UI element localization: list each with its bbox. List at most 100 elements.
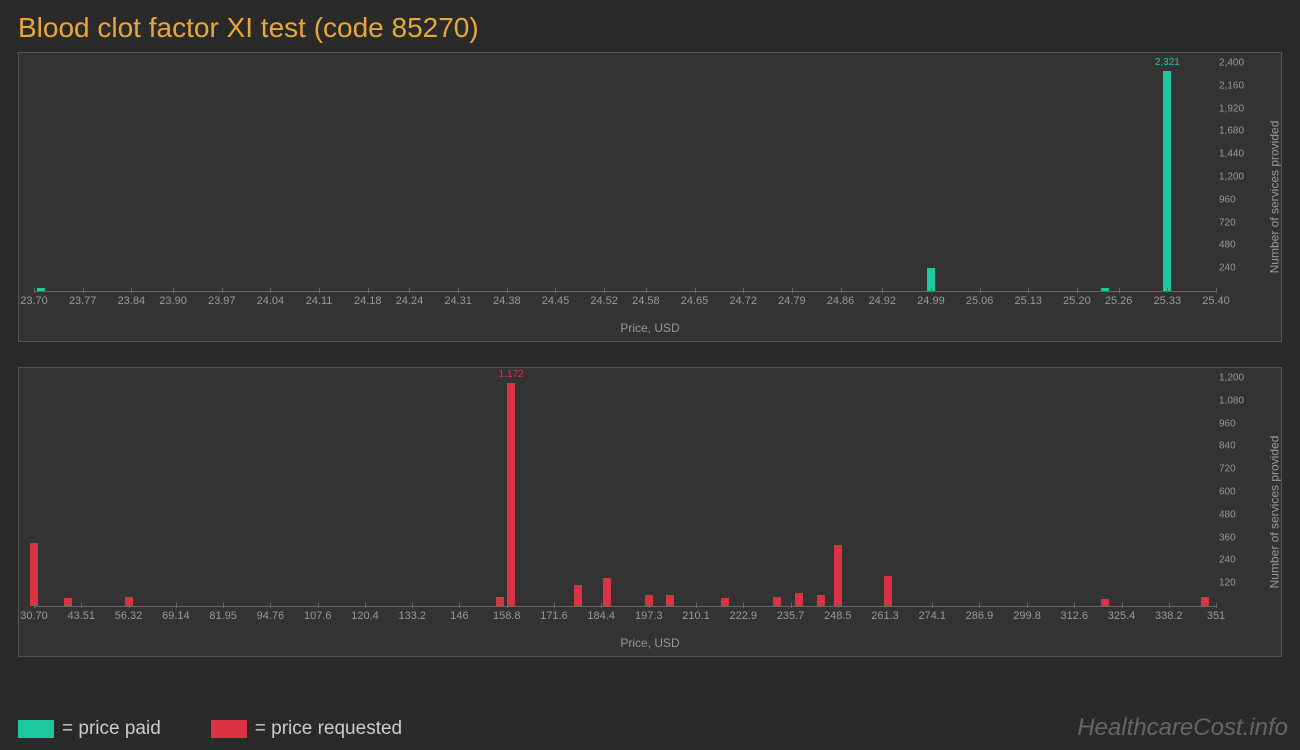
x-tick-label: 23.97 bbox=[208, 295, 236, 307]
y-tick-label: 720 bbox=[1219, 464, 1236, 475]
x-tick-label: 210.1 bbox=[682, 610, 710, 622]
bar bbox=[773, 597, 781, 607]
y-tick-label: 2,160 bbox=[1219, 80, 1244, 91]
legend-swatch bbox=[211, 720, 247, 738]
y-tick-label: 840 bbox=[1219, 441, 1236, 452]
x-tick-label: 43.51 bbox=[68, 610, 96, 622]
x-tick-label: 25.26 bbox=[1105, 295, 1133, 307]
bar bbox=[666, 595, 674, 606]
x-axis-1: 23.7023.7723.8423.9023.9724.0424.1124.18… bbox=[34, 293, 1216, 313]
x-tick-label: 23.77 bbox=[69, 295, 97, 307]
chart-price-requested: 1,172 30.7043.5156.3269.1481.9594.76107.… bbox=[18, 367, 1282, 657]
x-tick-label: 325.4 bbox=[1108, 610, 1136, 622]
x-tick-label: 184.4 bbox=[587, 610, 615, 622]
y-tick-label: 360 bbox=[1219, 532, 1236, 543]
x-tick-label: 30.70 bbox=[20, 610, 48, 622]
bar-value-label: 2,321 bbox=[1155, 57, 1180, 68]
x-tick-label: 25.06 bbox=[966, 295, 994, 307]
y-tick-label: 480 bbox=[1219, 240, 1236, 251]
x-tick-label: 24.45 bbox=[542, 295, 570, 307]
x-tick-label: 24.72 bbox=[729, 295, 757, 307]
x-tick-label: 24.86 bbox=[827, 295, 855, 307]
y-tick-label: 1,920 bbox=[1219, 103, 1244, 114]
legend-label: = price paid bbox=[62, 718, 161, 740]
bar bbox=[834, 545, 842, 606]
y-tick-label: 480 bbox=[1219, 509, 1236, 520]
bar bbox=[721, 598, 729, 606]
bar bbox=[496, 597, 504, 607]
x-tick-label: 274.1 bbox=[918, 610, 946, 622]
x-tick-label: 24.18 bbox=[354, 295, 382, 307]
x-tick-label: 24.31 bbox=[444, 295, 472, 307]
x-tick-label: 24.92 bbox=[868, 295, 896, 307]
bar bbox=[1101, 288, 1109, 291]
plot-area-2: 1,172 bbox=[34, 378, 1216, 606]
bar bbox=[37, 288, 45, 291]
y-axis-1: 2404807209601,2001,4401,6801,9202,1602,4… bbox=[1216, 63, 1251, 291]
x-tick-label: 25.20 bbox=[1063, 295, 1091, 307]
x-tick-label: 133.2 bbox=[398, 610, 426, 622]
y-axis-label-2: Number of services provided bbox=[1268, 512, 1282, 665]
legend-item: = price requested bbox=[211, 718, 402, 740]
y-axis-2: 1202403604806007208409601,0801,200 bbox=[1216, 378, 1251, 606]
x-tick-label: 158.8 bbox=[493, 610, 521, 622]
x-tick-label: 261.3 bbox=[871, 610, 899, 622]
x-tick-label: 248.5 bbox=[824, 610, 852, 622]
x-tick-label: 299.8 bbox=[1013, 610, 1041, 622]
bar bbox=[795, 593, 803, 606]
legend-item: = price paid bbox=[18, 718, 161, 740]
x-tick-label: 197.3 bbox=[635, 610, 663, 622]
x-tick-label: 24.04 bbox=[257, 295, 285, 307]
x-tick-label: 94.76 bbox=[257, 610, 285, 622]
x-axis-label-2: Price, USD bbox=[620, 636, 679, 650]
x-tick-label: 171.6 bbox=[540, 610, 568, 622]
bar bbox=[64, 598, 72, 606]
x-tick-label: 286.9 bbox=[966, 610, 994, 622]
x-tick-label: 81.95 bbox=[209, 610, 237, 622]
x-tick-label: 146 bbox=[450, 610, 468, 622]
watermark: HealthcareCost.info bbox=[1077, 714, 1288, 742]
bar-value-label: 1,172 bbox=[499, 369, 524, 380]
bar bbox=[817, 595, 825, 606]
x-tick-label: 25.40 bbox=[1202, 295, 1230, 307]
y-tick-label: 1,200 bbox=[1219, 373, 1244, 384]
x-axis-label-1: Price, USD bbox=[620, 321, 679, 335]
y-tick-label: 720 bbox=[1219, 217, 1236, 228]
y-tick-label: 2,400 bbox=[1219, 58, 1244, 69]
x-tick-label: 56.32 bbox=[115, 610, 143, 622]
x-tick-label: 24.24 bbox=[396, 295, 424, 307]
bar bbox=[884, 576, 892, 606]
y-tick-label: 240 bbox=[1219, 555, 1236, 566]
bar bbox=[1163, 71, 1171, 291]
bar bbox=[603, 578, 611, 607]
y-tick-label: 1,440 bbox=[1219, 149, 1244, 160]
y-tick-label: 1,680 bbox=[1219, 126, 1244, 137]
legend-label: = price requested bbox=[255, 718, 402, 740]
bar bbox=[574, 585, 582, 606]
x-tick-label: 222.9 bbox=[730, 610, 758, 622]
x-tick-label: 24.65 bbox=[681, 295, 709, 307]
x-tick-label: 235.7 bbox=[777, 610, 805, 622]
x-tick-label: 24.99 bbox=[917, 295, 945, 307]
x-tick-label: 24.79 bbox=[778, 295, 806, 307]
x-tick-label: 338.2 bbox=[1155, 610, 1183, 622]
x-tick-label: 351 bbox=[1207, 610, 1225, 622]
y-tick-label: 960 bbox=[1219, 418, 1236, 429]
x-tick-label: 24.38 bbox=[493, 295, 521, 307]
y-tick-label: 120 bbox=[1219, 578, 1236, 589]
x-tick-label: 23.84 bbox=[118, 295, 146, 307]
legend-swatch bbox=[18, 720, 54, 738]
plot-area-1: 2,321 bbox=[34, 63, 1216, 291]
bar bbox=[507, 383, 515, 606]
x-tick-label: 25.13 bbox=[1015, 295, 1043, 307]
x-axis-2: 30.7043.5156.3269.1481.9594.76107.6120.4… bbox=[34, 608, 1216, 628]
y-tick-label: 600 bbox=[1219, 487, 1236, 498]
x-tick-label: 312.6 bbox=[1061, 610, 1089, 622]
x-tick-label: 69.14 bbox=[162, 610, 190, 622]
x-tick-label: 23.70 bbox=[20, 295, 48, 307]
y-tick-label: 240 bbox=[1219, 263, 1236, 274]
legend: = price paid = price requested bbox=[18, 718, 402, 740]
x-tick-label: 25.33 bbox=[1154, 295, 1182, 307]
chart-title: Blood clot factor XI test (code 85270) bbox=[0, 0, 1300, 44]
x-tick-label: 24.11 bbox=[306, 295, 333, 307]
